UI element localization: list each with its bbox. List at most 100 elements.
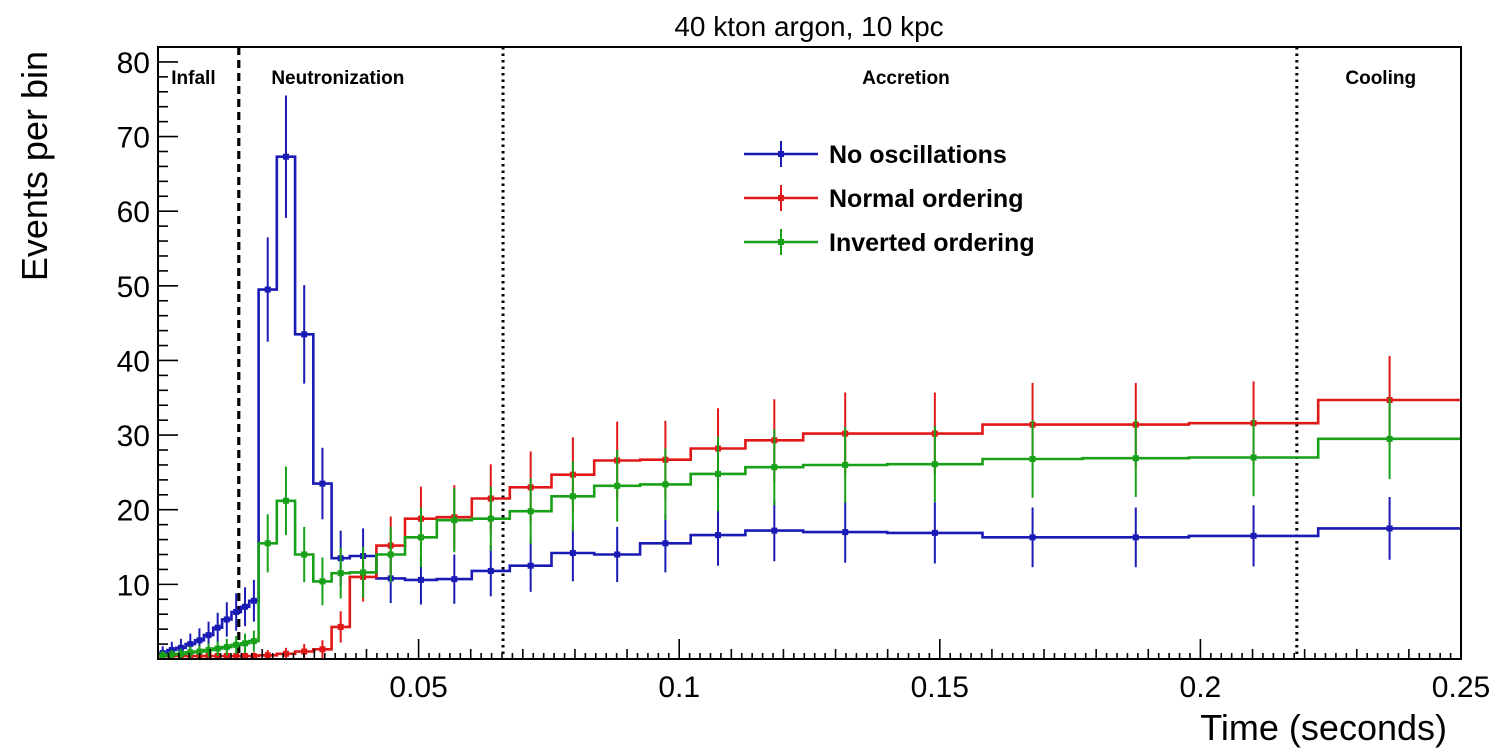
data-point [196, 637, 203, 644]
data-point [451, 576, 458, 583]
data-point [301, 551, 308, 558]
plot-frame [157, 46, 1462, 660]
y-tick-label: 30 [117, 420, 150, 453]
data-point [569, 493, 576, 500]
data-point [451, 517, 458, 524]
data-point [319, 578, 326, 585]
data-point [250, 597, 257, 604]
plot-border [157, 46, 1462, 660]
x-tick-label: 0.05 [389, 671, 447, 704]
data-point [223, 616, 230, 623]
data-point [242, 653, 249, 660]
data-point [1250, 532, 1257, 539]
data-point [319, 480, 326, 487]
phase-label-neutronization: Neutronization [271, 68, 404, 89]
data-point [187, 649, 194, 656]
data-point [242, 640, 249, 647]
data-point [159, 652, 166, 659]
chart-text: 40 kton argon, 10 kpc Time (seconds) Eve… [14, 11, 1490, 748]
y-tick-label: 60 [117, 196, 150, 229]
data-point [168, 651, 175, 658]
data-point [1132, 455, 1139, 462]
y-tick-label: 10 [117, 569, 150, 602]
phase-label-infall: Infall [171, 68, 215, 89]
data-point [177, 650, 184, 657]
data-point [242, 603, 249, 610]
legend-item: Inverted ordering [744, 229, 1035, 257]
data-point [715, 532, 722, 539]
data-point [187, 641, 194, 648]
phase-boundaries [237, 47, 1299, 659]
series-normal-ordering [158, 355, 1461, 660]
series-step-line [158, 155, 1461, 655]
legend-marker [778, 195, 784, 201]
data-point [282, 497, 289, 504]
y-tick-label: 40 [117, 345, 150, 378]
legend-label: Inverted ordering [829, 229, 1035, 257]
chart-title: 40 kton argon, 10 kpc [674, 11, 943, 42]
phase-label-accretion: Accretion [862, 68, 950, 89]
data-point [205, 647, 212, 654]
data-point [614, 551, 621, 558]
legend-marker [778, 239, 784, 245]
series-no-oscillations [158, 95, 1461, 659]
y-tick-label: 70 [117, 122, 150, 155]
data-point [662, 481, 669, 488]
legend-item: No oscillations [744, 141, 1007, 169]
data-point [842, 461, 849, 468]
data-point [771, 527, 778, 534]
data-point [223, 653, 230, 660]
data-point [569, 550, 576, 557]
series-layer [158, 95, 1461, 660]
y-tick-label: 20 [117, 495, 150, 528]
data-point [233, 641, 240, 648]
data-point [662, 540, 669, 547]
phase-label-cooling: Cooling [1345, 68, 1416, 89]
x-tick-label: 0.1 [658, 671, 700, 704]
x-tick-label: 0.2 [1180, 671, 1222, 704]
data-point [1250, 454, 1257, 461]
data-point [264, 652, 271, 659]
data-point [177, 644, 184, 651]
legend-label: Normal ordering [829, 185, 1023, 213]
data-point [337, 623, 344, 630]
data-point [214, 624, 221, 631]
axis-ticks [157, 46, 1462, 660]
data-point [842, 529, 849, 536]
data-point [1386, 525, 1393, 532]
data-point [527, 562, 534, 569]
data-point [337, 570, 344, 577]
data-point [931, 529, 938, 536]
data-point [196, 648, 203, 655]
data-point [360, 569, 367, 576]
x-tick-label: 0.15 [911, 671, 969, 704]
y-tick-label: 80 [117, 47, 150, 80]
data-point [233, 608, 240, 615]
data-point [233, 653, 240, 660]
data-point [250, 638, 257, 645]
data-point [1029, 455, 1036, 462]
data-point [387, 551, 394, 558]
series-step-line [158, 437, 1461, 657]
data-point [282, 153, 289, 160]
series-step-line [158, 398, 1461, 658]
data-point [1386, 435, 1393, 442]
y-tick-label: 50 [117, 271, 150, 304]
data-point [1029, 534, 1036, 541]
data-point [264, 540, 271, 547]
series-inverted-ordering [158, 398, 1461, 659]
data-point [417, 534, 424, 541]
data-point [250, 653, 257, 660]
data-point [282, 650, 289, 657]
data-point [301, 331, 308, 338]
data-point [301, 648, 308, 655]
data-point [214, 645, 221, 652]
data-point [205, 632, 212, 639]
data-point [264, 286, 271, 293]
data-point [771, 464, 778, 471]
legend-item: Normal ordering [744, 185, 1023, 213]
data-point [715, 470, 722, 477]
x-axis-title: Time (seconds) [1200, 707, 1447, 748]
